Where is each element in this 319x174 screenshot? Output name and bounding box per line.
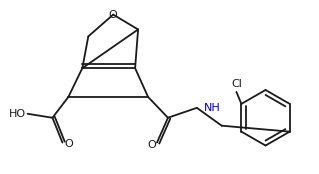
- Text: NH: NH: [204, 103, 220, 113]
- Text: O: O: [148, 140, 156, 149]
- Text: O: O: [64, 139, 73, 149]
- Text: HO: HO: [9, 109, 26, 119]
- Text: O: O: [109, 10, 118, 20]
- Text: Cl: Cl: [231, 79, 242, 89]
